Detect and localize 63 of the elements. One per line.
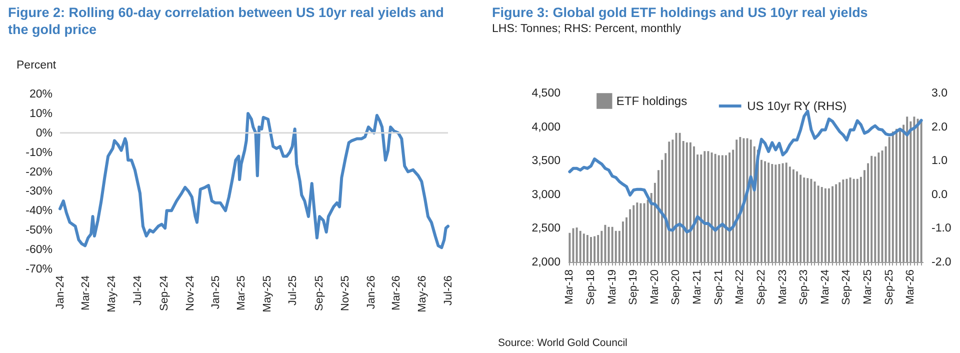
chart-title: Figure 3: Global gold ETF holdings and US 10yr real yields (492, 4, 869, 21)
chart-subtitle: LHS: Tonnes; RHS: Percent, monthly (492, 23, 682, 35)
y-tick-label: -30% (26, 186, 52, 198)
y-axis-title: Percent (16, 60, 57, 72)
y-tick-label: -20% (26, 166, 52, 178)
y2-tick-label: 0.0 (932, 188, 948, 201)
y-tick-label: 2,000 (532, 256, 560, 268)
x-tick-label: Sep-24 (158, 276, 170, 311)
y-tick-label: 4,000 (532, 121, 560, 134)
x-tick-label: Nov-24 (184, 276, 196, 311)
y2-tick-label: 3.0 (932, 88, 948, 100)
y-tick-label: 4,500 (532, 88, 560, 100)
x-tick-label: Mar-18 (564, 270, 576, 304)
y2-tick-label: -2.0 (932, 256, 952, 268)
y-tick-label: 0% (36, 127, 52, 140)
x-tick-label: Jan-25 (210, 276, 222, 310)
x-tick-label: May-25 (261, 276, 274, 312)
x-tick-label: Sep-20 (670, 270, 682, 305)
legend-label: US 10yr RY (RHS) (747, 99, 847, 113)
y-tick-label: -10% (26, 146, 52, 159)
x-tick-label: Mar-22 (734, 270, 746, 304)
x-tick-label: Sep-23 (798, 270, 810, 305)
x-tick-label: Mar-24 (80, 276, 92, 310)
x-tick-label: Jan-24 (54, 276, 66, 310)
source-note: Source: World Gold Council (498, 337, 628, 349)
y-tick-label: -70% (26, 264, 52, 276)
legend-label: ETF holdings (616, 94, 688, 108)
y-tick-label: 3,000 (532, 188, 560, 201)
x-tick-label: Mar-25 (235, 276, 248, 310)
x-tick-label: Sep-22 (755, 270, 768, 305)
x-tick-label: Sep-19 (628, 270, 640, 305)
y2-tick-label: -1.0 (932, 222, 952, 235)
x-tick-label: Jan-26 (365, 276, 378, 310)
x-tick-label: Nov-25 (340, 276, 352, 311)
x-tick-label: Mar-23 (776, 270, 789, 304)
y-tick-label: -40% (26, 205, 52, 218)
chart-title: Figure 2: Rolling 60-day correlation between US 10yr real yields and the gold price (8, 4, 445, 38)
y2-tick-label: 2.0 (932, 121, 948, 134)
x-tick-label: Mar-21 (692, 270, 704, 304)
x-tick-label: Jul-26 (442, 276, 454, 306)
y-tick-label: -60% (26, 244, 52, 256)
y2-tick-label: 1.0 (932, 155, 948, 168)
line-series (58, 112, 450, 250)
x-tick-label: Sep-25 (314, 276, 326, 311)
x-tick-label: Sep-21 (712, 270, 725, 305)
x-tick-label: Mar-24 (819, 270, 832, 304)
x-tick-label: Mar-19 (606, 270, 618, 304)
y-tick-label: -50% (26, 224, 52, 237)
x-tick-label: May-24 (106, 276, 118, 312)
x-tick-label: Jul-25 (287, 276, 300, 306)
x-tick-label: Mar-25 (862, 270, 874, 304)
x-tick-label: Mar-26 (390, 276, 403, 310)
y-tick-label: 3,500 (532, 155, 560, 168)
x-tick-label: Sep-24 (840, 270, 853, 305)
x-tick-label: Jul-24 (132, 276, 144, 306)
y-tick-label: 20% (29, 88, 52, 100)
y-tick-label: 10% (29, 108, 52, 120)
x-tick-label: Sep-18 (585, 270, 597, 305)
x-tick-label: Mar-20 (648, 270, 661, 304)
x-tick-label: May-26 (416, 276, 429, 312)
x-tick-label: Mar-26 (904, 270, 917, 304)
y-tick-label: 2,500 (532, 222, 560, 235)
x-tick-label: Sep-25 (883, 270, 896, 305)
